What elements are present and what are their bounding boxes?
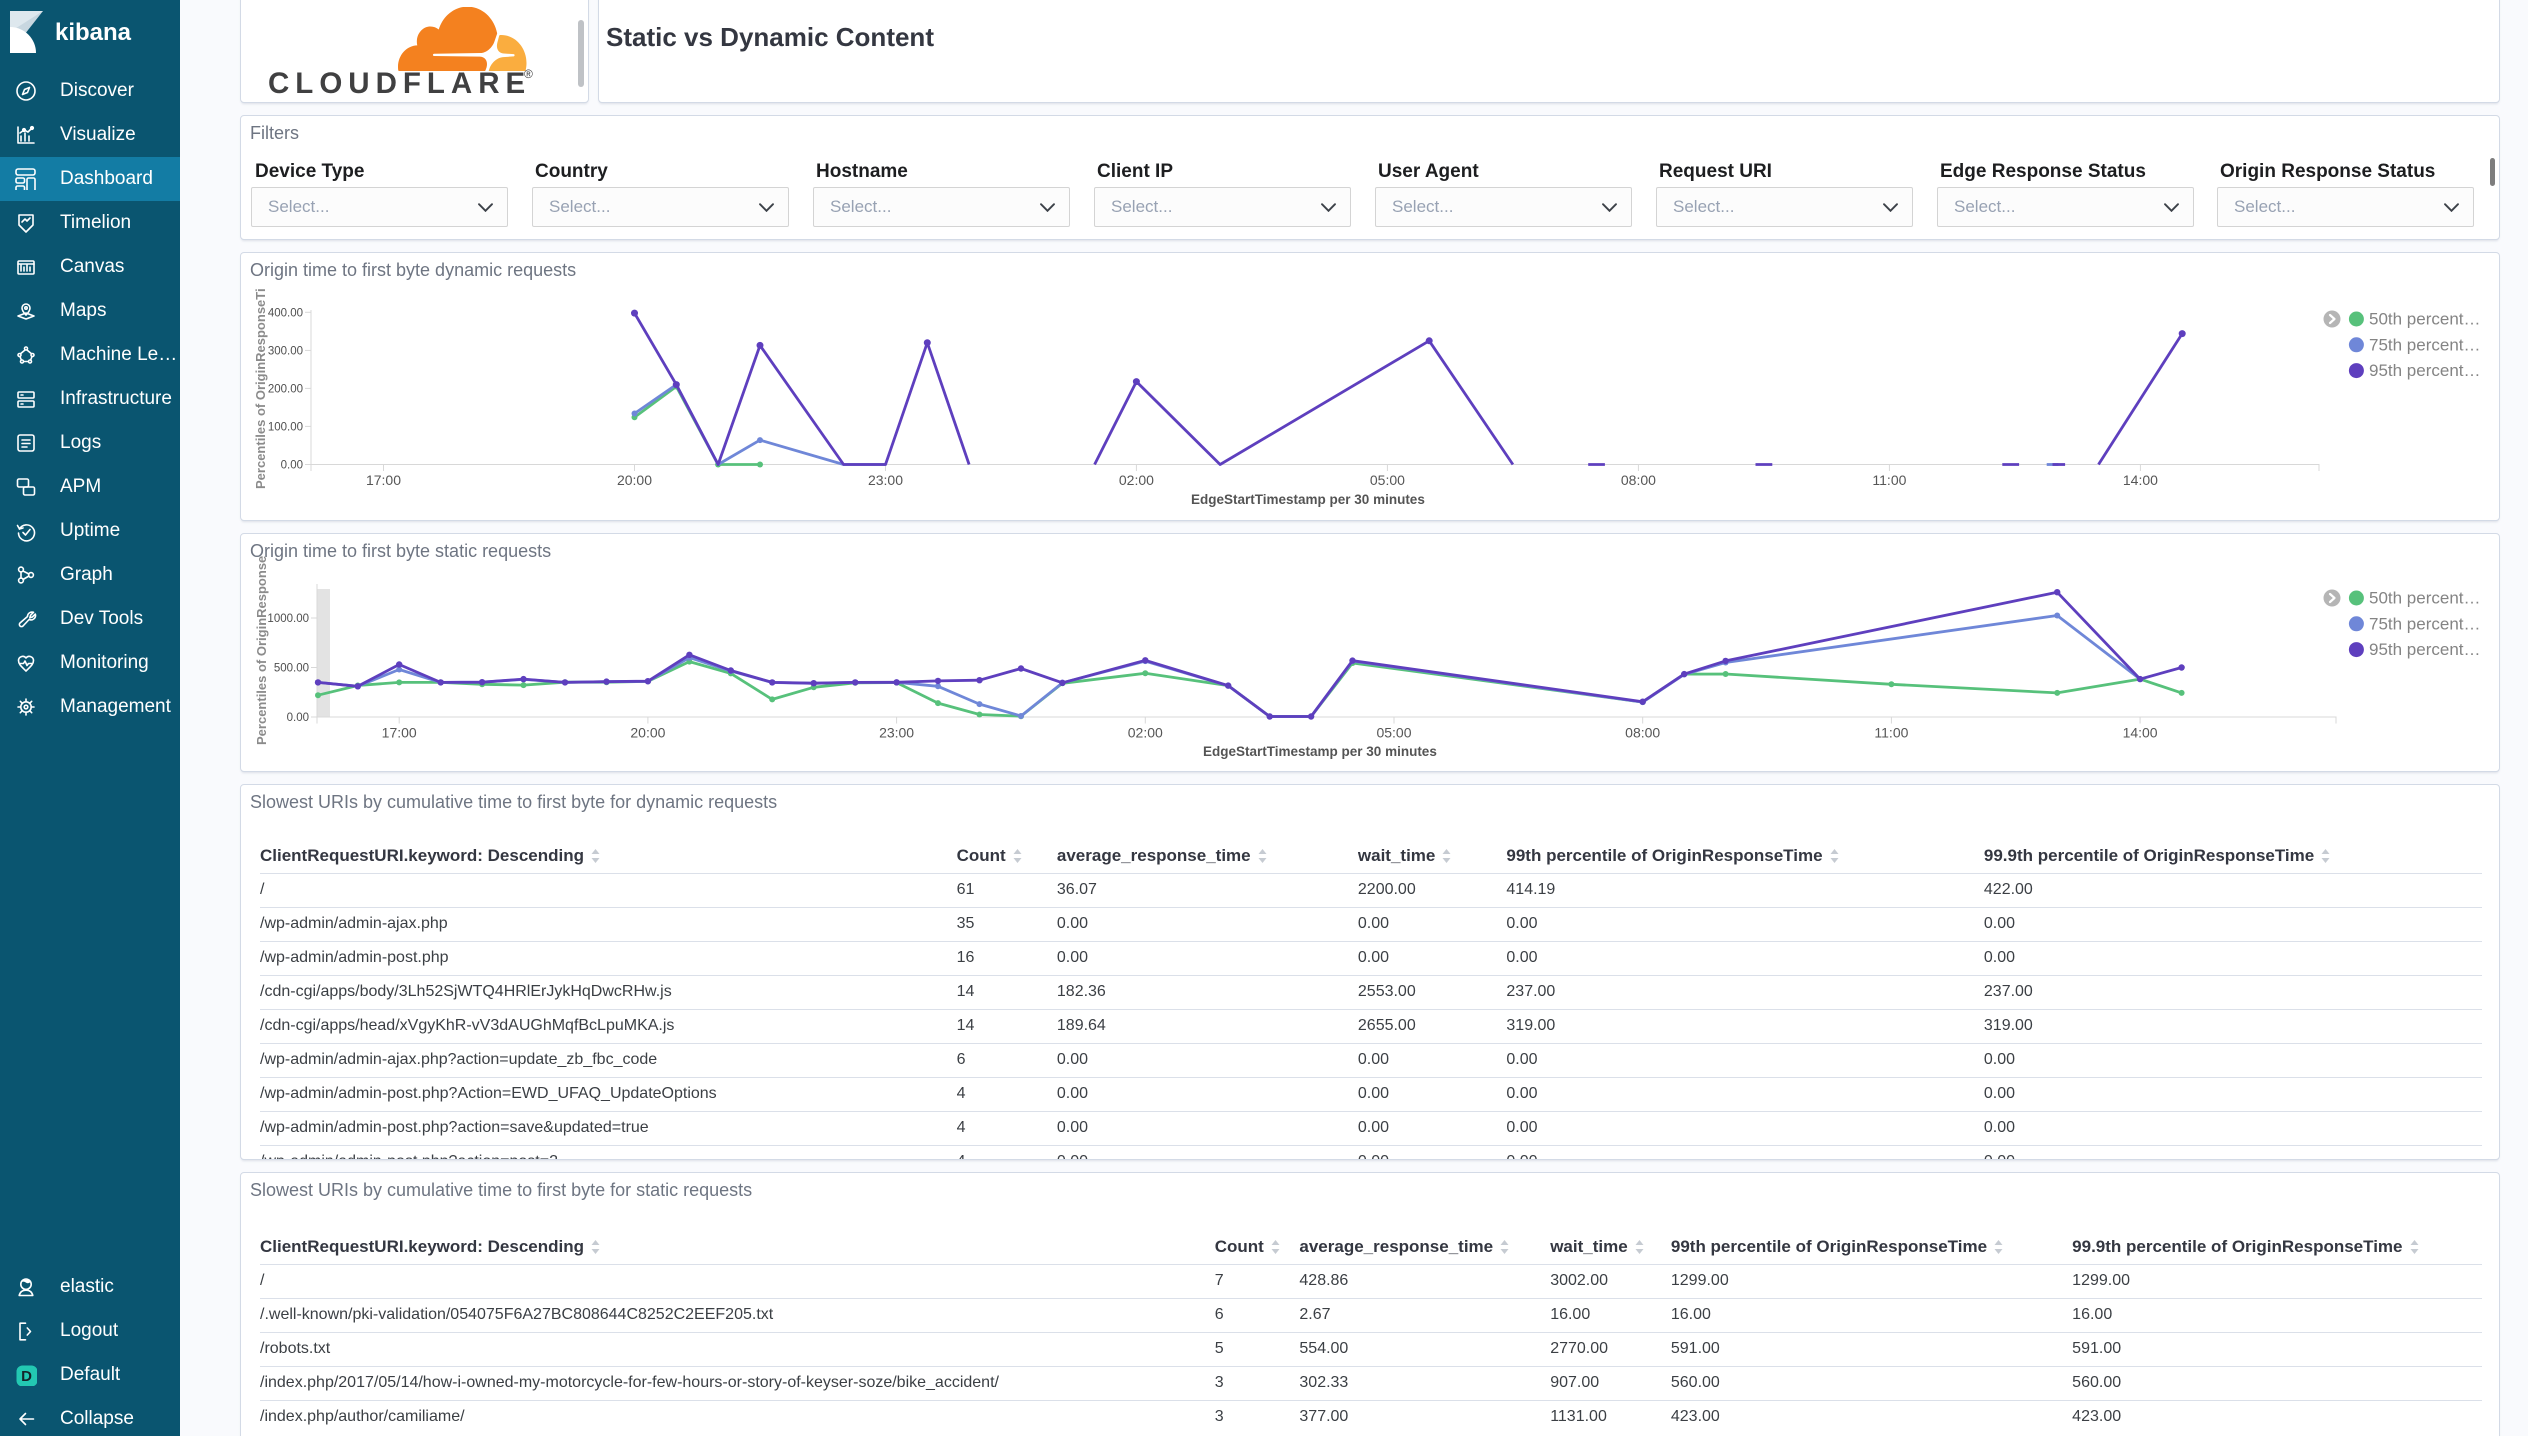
svg-text:75th percent…: 75th percent… — [2369, 335, 2481, 354]
svg-text:11:00: 11:00 — [1874, 725, 1908, 741]
svg-text:50th percent…: 50th percent… — [2369, 310, 2481, 329]
svg-text:200.00: 200.00 — [268, 383, 303, 395]
svg-text:20:00: 20:00 — [630, 725, 665, 741]
svg-text:50th percent…: 50th percent… — [2369, 589, 2481, 608]
svg-text:95th percent…: 95th percent… — [2369, 640, 2481, 659]
svg-text:100.00: 100.00 — [268, 421, 303, 433]
svg-text:500.00: 500.00 — [274, 663, 309, 675]
svg-text:23:00: 23:00 — [879, 725, 914, 741]
svg-text:14:00: 14:00 — [2123, 472, 2158, 488]
svg-text:14:00: 14:00 — [2123, 725, 2158, 741]
svg-text:20:00: 20:00 — [617, 472, 652, 488]
svg-text:17:00: 17:00 — [366, 472, 401, 488]
svg-text:1000.00: 1000.00 — [267, 613, 309, 625]
svg-text:D: D — [21, 1368, 32, 1385]
svg-text:02:00: 02:00 — [1119, 472, 1154, 488]
svg-text:11:00: 11:00 — [1872, 472, 1906, 488]
svg-text:0.00: 0.00 — [281, 460, 303, 472]
svg-text:®: ® — [524, 67, 533, 81]
svg-text:95th percent…: 95th percent… — [2369, 361, 2481, 380]
svg-text:05:00: 05:00 — [1376, 725, 1411, 741]
svg-text:02:00: 02:00 — [1128, 725, 1163, 741]
svg-text:17:00: 17:00 — [382, 725, 417, 741]
svg-text:CLOUDFLARE: CLOUDFLARE — [268, 67, 531, 100]
svg-text:0.00: 0.00 — [287, 712, 309, 724]
svg-text:300.00: 300.00 — [268, 345, 303, 357]
svg-text:08:00: 08:00 — [1621, 472, 1656, 488]
svg-text:05:00: 05:00 — [1370, 472, 1405, 488]
svg-text:400.00: 400.00 — [268, 307, 303, 319]
svg-text:08:00: 08:00 — [1625, 725, 1660, 741]
svg-text:23:00: 23:00 — [868, 472, 903, 488]
svg-text:75th percent…: 75th percent… — [2369, 614, 2481, 633]
